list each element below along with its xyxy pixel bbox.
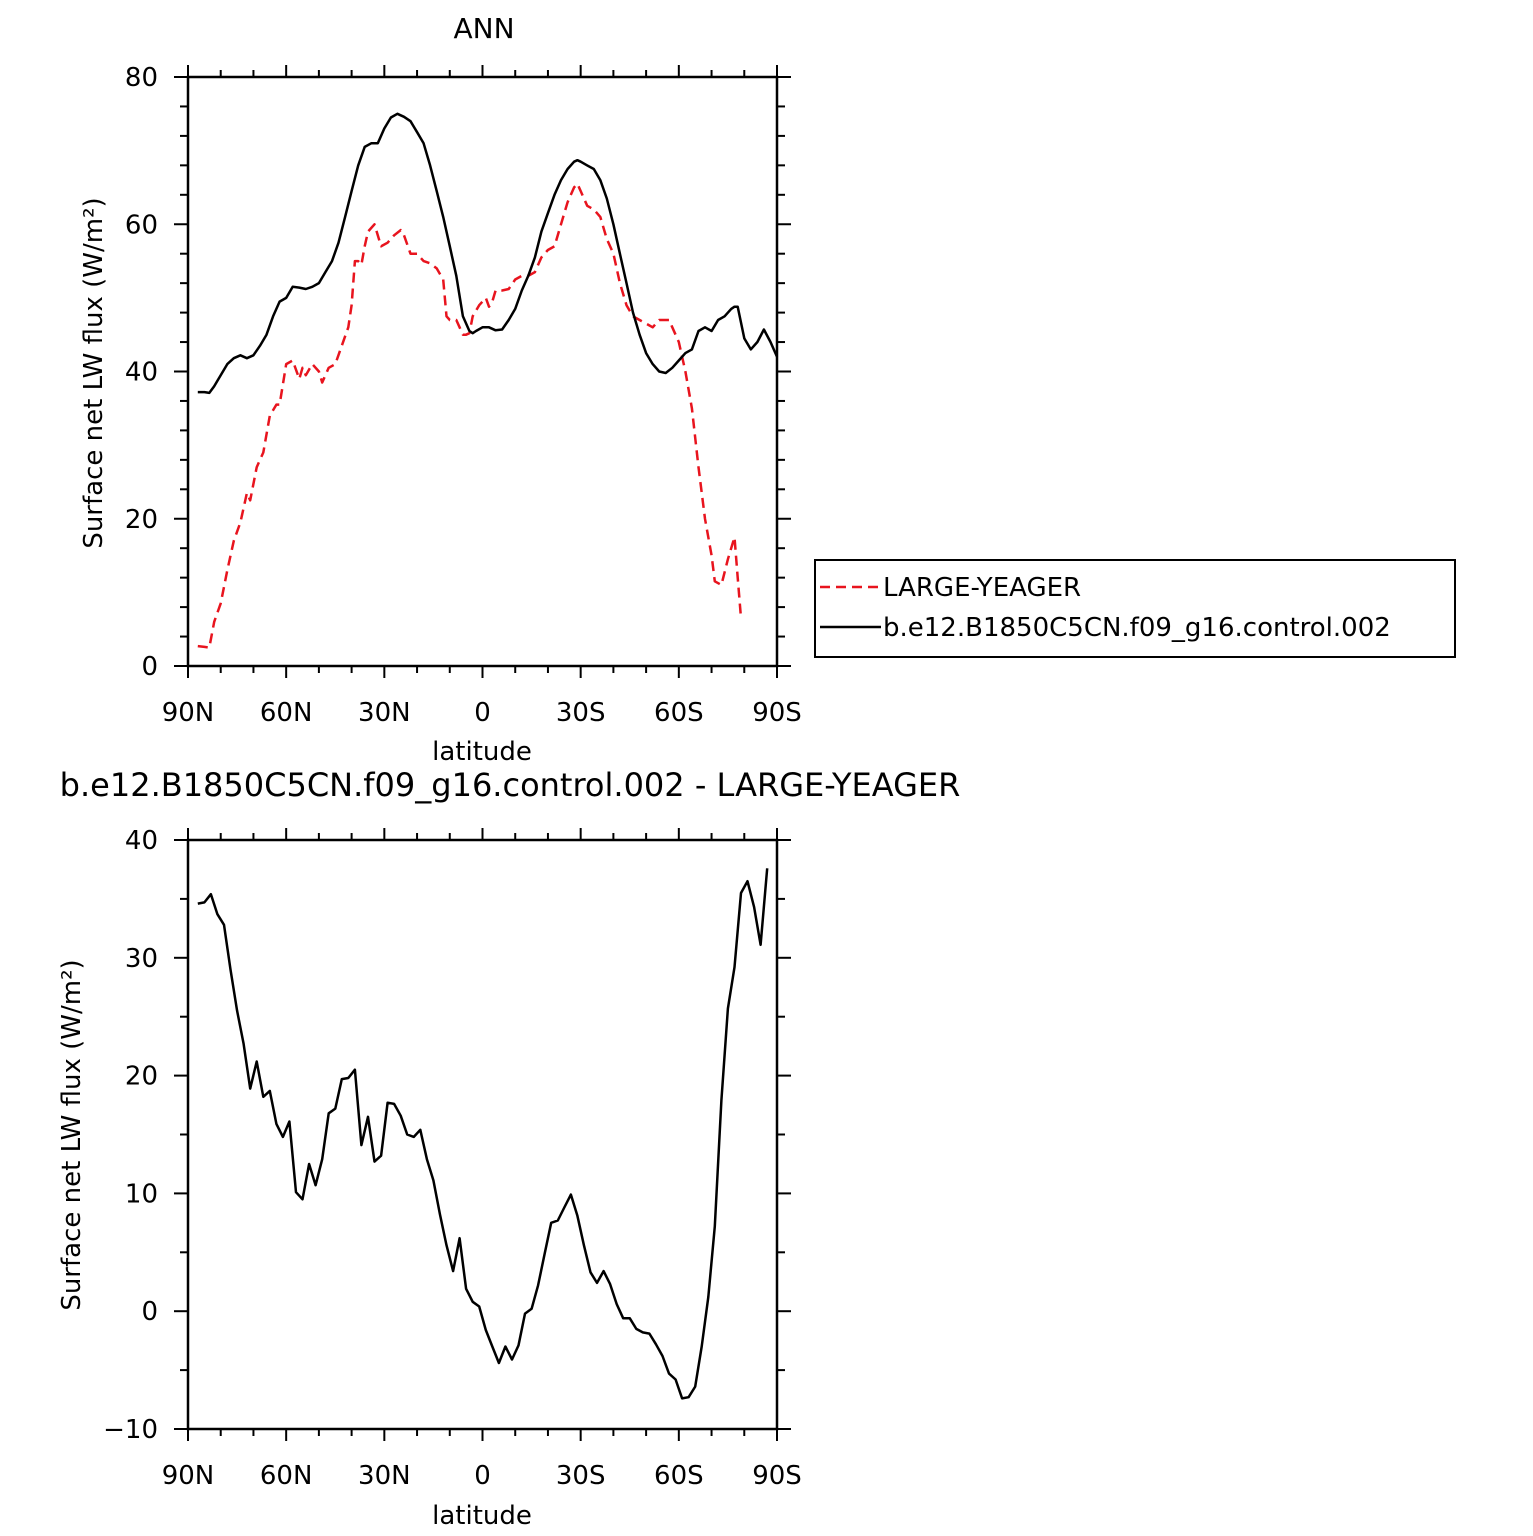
- chart-title: ANN: [453, 12, 514, 45]
- legend-box: [814, 559, 1456, 658]
- x-tick-label: 30S: [556, 1461, 606, 1491]
- x-tick-label: 60N: [260, 698, 313, 728]
- chart-title: b.e12.B1850C5CN.f09_g16.control.002 - LA…: [60, 766, 961, 804]
- plot-area: 90N 60N 30N 0 30S 60S 90S −10 0 10 20 30 40: [103, 826, 802, 1491]
- y-tick-label: 40: [125, 358, 158, 388]
- y-tick-label: 0: [141, 1297, 158, 1327]
- legend: LARGE-YEAGER b.e12.B1850C5CN.f09_g16.con…: [814, 559, 1456, 658]
- legend-label-control: b.e12.B1850C5CN.f09_g16.control.002: [883, 613, 1391, 643]
- plot-frame: [186, 75, 779, 668]
- panel-top-annual: ANN 90N 60N 30N 0 30S 60S 90S 0 20 40 60 80 latitud…: [79, 12, 1456, 767]
- panel-bottom-difference: b.e12.B1850C5CN.f09_g16.control.002 - LA…: [57, 766, 960, 1531]
- x-tick-label: 30N: [358, 698, 411, 728]
- x-tick-label: 90S: [752, 1461, 802, 1491]
- series-line-0: [197, 868, 769, 1400]
- legend-label-large-yeager: LARGE-YEAGER: [883, 573, 1081, 603]
- y-tick-label: 20: [125, 1062, 158, 1092]
- x-tick-label: 30S: [556, 698, 606, 728]
- x-tick-label: 90S: [752, 698, 802, 728]
- y-tick-label: 60: [125, 210, 158, 240]
- y-tick-label: 40: [125, 826, 158, 856]
- plot-frame: [186, 838, 779, 1431]
- x-tick-label: 0: [474, 698, 491, 728]
- x-tick-label: 0: [474, 1461, 491, 1491]
- x-tick-label: 60S: [654, 698, 704, 728]
- y-tick-label: 30: [125, 944, 158, 974]
- plot-area: 90N 60N 30N 0 30S 60S 90S 0 20 40 60 80: [125, 63, 802, 728]
- x-axis-label: latitude: [432, 737, 532, 767]
- y-tick-label: 20: [125, 505, 158, 535]
- series-line-1: [197, 112, 779, 395]
- x-tick-label: 60S: [654, 1461, 704, 1491]
- y-tick-label: −10: [103, 1415, 158, 1445]
- y-axis-label: Surface net LW flux (W/m²): [57, 959, 87, 1310]
- y-axis-label: Surface net LW flux (W/m²): [79, 197, 109, 548]
- x-tick-label: 60N: [260, 1461, 313, 1491]
- x-tick-label: 30N: [358, 1461, 411, 1491]
- x-tick-label: 90N: [162, 698, 215, 728]
- x-tick-label: 90N: [162, 1461, 215, 1491]
- x-axis-label: latitude: [432, 1501, 532, 1531]
- series-line-0: [197, 182, 743, 649]
- y-tick-label: 10: [125, 1179, 158, 1209]
- y-tick-label: 80: [125, 63, 158, 93]
- y-tick-label: 0: [141, 652, 158, 682]
